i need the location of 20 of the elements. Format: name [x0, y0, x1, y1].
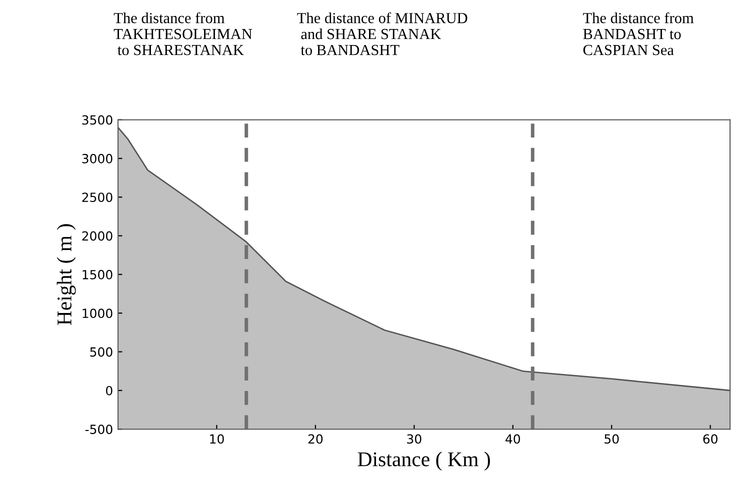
y-tick-label: 2500	[82, 192, 112, 202]
y-tick-label: 500	[90, 347, 112, 357]
y-tick-label: 0	[106, 386, 112, 396]
x-tick-label: 60	[703, 434, 718, 444]
x-tick-label: 30	[407, 434, 422, 444]
y-tick-label: 1500	[82, 270, 112, 280]
y-tick-label: 3500	[82, 115, 112, 125]
text: The distance from BANDASHT to CASPIAN Sea	[583, 12, 694, 56]
text: The distance of MINARUD and SHARE STANAK to BANDASHT	[297, 12, 468, 56]
y-axis-title: Height ( m )	[56, 224, 76, 326]
text: The distance from TAKHTESOLEIMAN to SHARESTANAK	[114, 12, 252, 56]
x-tick-label: 50	[604, 434, 619, 444]
x-tick-label: 40	[506, 434, 520, 444]
x-tick-label: 10	[210, 434, 224, 444]
y-tick-label: 2000	[82, 231, 112, 241]
y-tick-label: 1000	[82, 308, 112, 318]
y-tick-label: 3000	[82, 154, 112, 164]
y-tick-label: -500	[85, 424, 112, 434]
x-tick-label: 20	[308, 434, 323, 444]
x-axis-title: Distance ( Km )	[358, 452, 490, 471]
